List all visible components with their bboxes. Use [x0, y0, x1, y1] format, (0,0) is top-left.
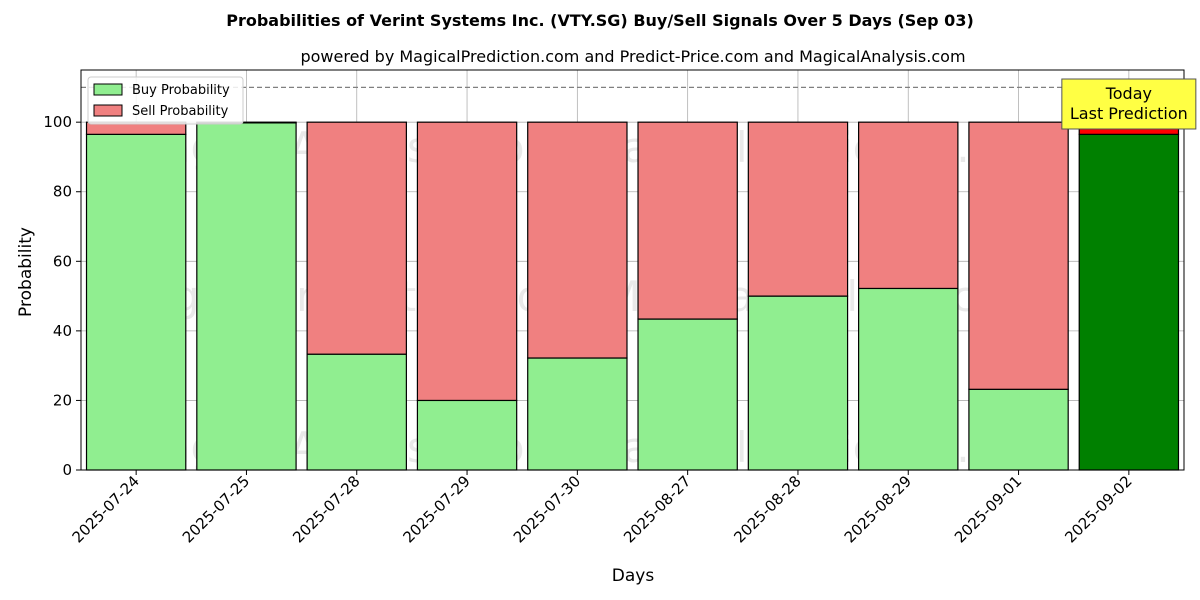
x-tick-label: 2025-07-28 — [289, 472, 363, 546]
bar-sell — [306, 121, 407, 355]
bar-buy — [306, 353, 407, 471]
x-tick-label: 2025-07-25 — [179, 472, 253, 546]
bar-buy — [1078, 133, 1180, 471]
bar-sell — [858, 121, 959, 290]
y-tick-label: 40 — [53, 322, 72, 340]
bar-sell — [416, 121, 518, 402]
chart-title: Probabilities of Verint Systems Inc. (VT… — [226, 11, 974, 30]
x-tick-label: 2025-08-28 — [730, 472, 804, 546]
bar-buy — [968, 388, 1069, 471]
bar-buy — [85, 133, 187, 471]
legend-swatch — [93, 104, 123, 117]
x-tick-label: 2025-08-27 — [620, 472, 694, 546]
bar-buy — [858, 287, 959, 471]
x-axis-label: Days — [612, 566, 655, 586]
legend: Buy Probability Sell Probability — [87, 76, 244, 125]
legend-label: Buy Probability — [132, 83, 230, 98]
x-tick-label: 2025-07-29 — [399, 472, 473, 546]
x-tick-label: 2025-09-02 — [1061, 472, 1135, 546]
legend-swatch — [93, 83, 123, 96]
y-tick-label: 80 — [53, 183, 72, 201]
annotation-box — [1061, 78, 1197, 130]
y-axis-label: Probability — [16, 227, 36, 317]
legend-label: Sell Probability — [132, 104, 229, 119]
plot-frame — [80, 69, 1185, 471]
chart-subtitle: powered by MagicalPrediction.com and Pre… — [300, 47, 965, 66]
bar-buy — [196, 122, 297, 471]
y-tick-label: 60 — [53, 252, 72, 270]
x-tick-label: 2025-08-29 — [841, 472, 915, 546]
bar-buy — [416, 399, 518, 471]
x-tick-label: 2025-09-01 — [951, 472, 1025, 546]
y-tick-label: 20 — [53, 391, 72, 409]
y-tick-label: 100 — [43, 113, 72, 131]
bar-buy — [747, 295, 849, 471]
x-tick-label: 2025-07-30 — [510, 472, 584, 546]
bar-sell — [637, 121, 738, 320]
bars — [85, 121, 1180, 471]
bar-sell — [527, 121, 628, 359]
annotation-text: Today — [1105, 84, 1152, 103]
bar-sell — [747, 121, 849, 297]
bar-buy — [527, 357, 628, 471]
legend-box — [87, 76, 244, 125]
bar-sell — [968, 121, 1069, 390]
y-tick-label: 0 — [62, 461, 72, 479]
annotation-text: Last Prediction — [1070, 104, 1188, 123]
x-tick-label: 2025-07-24 — [69, 472, 143, 546]
bar-buy — [637, 318, 738, 471]
